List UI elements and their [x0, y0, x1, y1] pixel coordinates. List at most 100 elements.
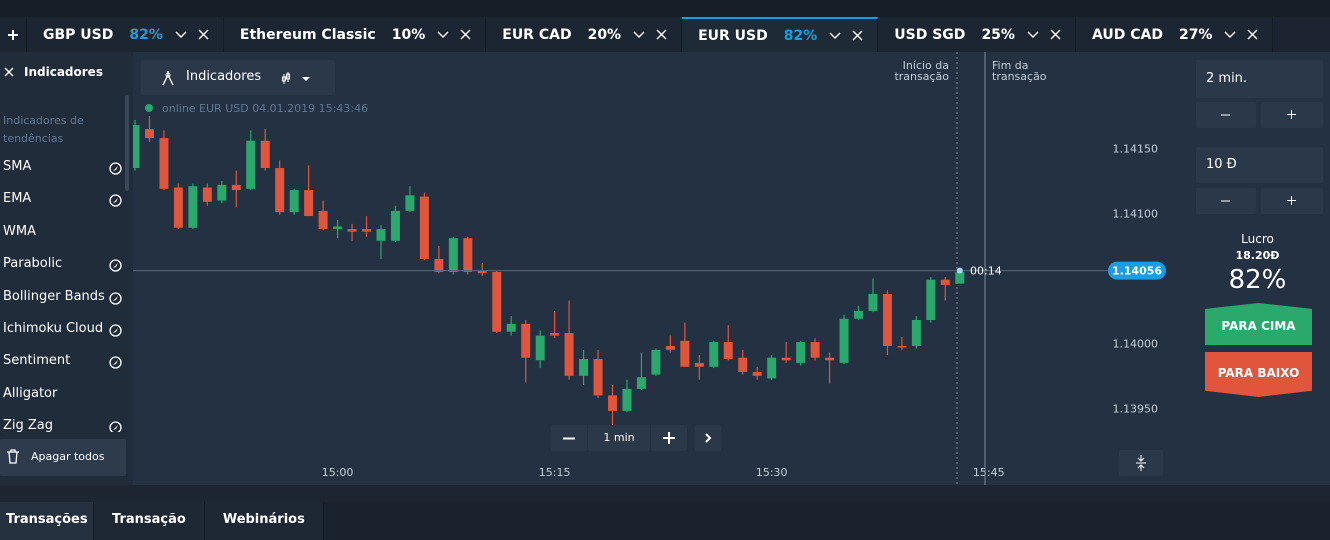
candle-body: [133, 125, 140, 169]
zoom-in[interactable]: [651, 425, 687, 451]
indicator-icon[interactable]: [109, 259, 122, 272]
candle-body: [767, 357, 777, 379]
candle-body: [521, 323, 531, 358]
tab[interactable]: AUD CAD 27%: [1076, 17, 1274, 52]
bottom-tab[interactable]: Webinários: [204, 502, 324, 540]
tab-icons[interactable]: [437, 29, 471, 41]
tab[interactable]: GBP USD 82%: [27, 17, 224, 52]
end-label: transação: [992, 70, 1047, 83]
tab[interactable]: Ethereum Classic 10%: [224, 17, 487, 52]
payout: 82%: [1228, 265, 1287, 295]
top-strip: [0, 0, 1330, 17]
indicator-icon[interactable]: [109, 194, 122, 208]
clear-button[interactable]: Apagar todos: [0, 439, 126, 476]
close-icon[interactable]: [4, 67, 14, 77]
down-button[interactable]: PARA BAIXO: [1205, 352, 1312, 397]
candle-body: [694, 362, 704, 367]
tab-icons[interactable]: [1027, 29, 1061, 41]
tab-label: USD SGD: [894, 26, 966, 43]
indicator-list: SMA EMA WMA Parabolic Bollinger Bands Ichimok…: [0, 152, 133, 432]
fit-button[interactable]: [1119, 450, 1163, 476]
status: online EUR USD 04.01.2019 15:43:46: [162, 102, 369, 115]
duration-plus[interactable]: [1261, 102, 1323, 128]
tab-percent: 20%: [587, 26, 622, 43]
amount-minus[interactable]: [1196, 188, 1256, 214]
candle-body: [810, 342, 820, 358]
indicator-icon[interactable]: [109, 356, 122, 370]
amount[interactable]: 10 Đ: [1196, 147, 1323, 183]
candle-body: [825, 357, 835, 361]
candle-body: [665, 345, 675, 350]
candle-body: [275, 168, 285, 213]
indicator-item[interactable]: Parabolic: [3, 256, 63, 272]
start-label: transação: [894, 70, 949, 83]
zoom-out[interactable]: [551, 425, 587, 451]
profit-amount: 18.20Đ: [1235, 249, 1280, 262]
candle-body: [608, 395, 618, 411]
end-label: Fim da: [992, 59, 1029, 72]
divider: [0, 485, 1330, 502]
candle-body: [579, 358, 589, 376]
candle-body: [188, 186, 198, 228]
start-label: Início da: [903, 59, 949, 72]
next-button[interactable]: [695, 425, 721, 451]
fit-icon: [1136, 455, 1146, 471]
bottom-tab[interactable]: Transação: [94, 502, 205, 540]
candle-body: [463, 238, 473, 272]
tab-bar: GBP USD 82% Ethereum Classic 10% EUR CAD 20% E…: [0, 17, 1274, 52]
y-tick-label: 1.14150: [1113, 143, 1159, 156]
indicator-item[interactable]: WMA: [3, 223, 36, 239]
minus-icon: [563, 437, 575, 440]
interval[interactable]: 1 min: [588, 425, 650, 451]
x-tick-label: 15:15: [539, 466, 571, 479]
candle-body: [955, 271, 965, 284]
amount-plus[interactable]: [1261, 188, 1323, 214]
candle-body: [506, 323, 516, 332]
indicator-icon[interactable]: [109, 291, 122, 305]
candle-body: [882, 294, 892, 346]
indicator-item[interactable]: Alligator: [3, 385, 58, 401]
candle-body: [289, 190, 299, 213]
indicator-item[interactable]: Ichimoku Cloud: [3, 321, 104, 336]
add-tab[interactable]: [0, 17, 27, 52]
tab-icons[interactable]: [1224, 29, 1258, 41]
tab[interactable]: EUR CAD 20%: [486, 17, 683, 52]
scrollbar: [125, 95, 129, 191]
tab-icons[interactable]: [633, 29, 667, 41]
x-tick-label: 15:00: [322, 466, 354, 479]
candle-body: [477, 270, 487, 274]
tab-label: EUR USD: [698, 27, 768, 44]
tab[interactable]: USD SGD 25%: [878, 17, 1076, 52]
arrow-icon: [705, 433, 712, 443]
y-tick-label: 1.13950: [1113, 402, 1159, 415]
trash-icon: [7, 449, 19, 464]
minus-icon: [1221, 114, 1230, 116]
indicators-button[interactable]: Indicadores: [141, 60, 335, 95]
candle-body: [173, 187, 183, 228]
candle-body: [709, 342, 719, 367]
candle-body: [217, 184, 227, 201]
bottom-tab[interactable]: Transações: [0, 502, 94, 540]
up-button[interactable]: PARA CIMA: [1205, 303, 1312, 345]
indicator-icon[interactable]: [109, 162, 122, 175]
tab[interactable]: EUR USD 82%: [682, 17, 879, 52]
section-title: Indicadores de tendências: [3, 114, 84, 145]
candle-body: [159, 138, 169, 189]
indicator-item[interactable]: Sentiment: [3, 353, 71, 369]
indicator-icon[interactable]: [109, 421, 122, 432]
duration[interactable]: 2 min.: [1196, 60, 1323, 98]
candle-body: [636, 377, 646, 389]
indicator-icon[interactable]: [109, 324, 122, 337]
x-tick-label: 15:30: [756, 466, 788, 479]
duration-minus[interactable]: [1196, 102, 1256, 128]
indicator-item[interactable]: EMA: [3, 191, 32, 207]
tab-icons[interactable]: [175, 29, 209, 41]
chart: 1.14150 1.14100 1.14000 1.13950 15:00 15:15 15…: [133, 52, 1166, 485]
candle-body: [897, 345, 907, 348]
indicator-item[interactable]: Zig Zag: [3, 418, 54, 432]
tab-icons[interactable]: [829, 30, 863, 42]
indicator-item[interactable]: Bollinger Bands: [3, 288, 105, 304]
indicator-item[interactable]: SMA: [3, 159, 32, 174]
indicator-icon: [162, 71, 174, 86]
candle-body: [535, 335, 545, 361]
